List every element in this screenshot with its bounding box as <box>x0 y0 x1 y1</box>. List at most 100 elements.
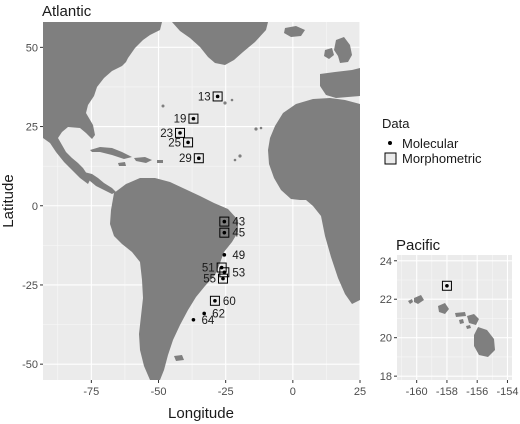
puerto-rico-land <box>157 160 163 163</box>
morphometric-marker <box>219 267 230 278</box>
y-axis-label: Latitude <box>0 174 17 227</box>
site-label: 53 <box>232 267 245 279</box>
legend-label-molecular: Molecular <box>402 136 459 151</box>
south-america-land <box>110 178 238 380</box>
azores-land <box>223 101 227 105</box>
molecular-marker <box>178 131 182 135</box>
legend-molecular-dot <box>388 141 392 145</box>
cape-verde-land <box>233 158 237 162</box>
x-tick-label: -158 <box>436 386 458 398</box>
atlantic-landmasses <box>43 22 360 380</box>
europe-land <box>320 68 360 98</box>
x-tick-label: -156 <box>466 386 488 398</box>
site-label: 43 <box>232 217 245 229</box>
legend-title: Data <box>382 116 410 131</box>
pacific-sample-markers <box>441 280 452 291</box>
oahu-land <box>438 303 449 314</box>
central-america-land <box>84 172 116 194</box>
molecular-marker <box>191 116 196 121</box>
molecular-marker <box>191 318 196 322</box>
x-tick-label: -25 <box>218 386 234 398</box>
molecular-marker <box>215 94 220 99</box>
legend: Data Molecular Morphometric <box>382 116 482 166</box>
molecular-marker <box>445 283 449 288</box>
morphometric-marker <box>209 295 220 306</box>
x-tick-label: 0 <box>290 386 296 398</box>
molecular-marker <box>222 270 227 275</box>
x-tick-label: 25 <box>354 386 366 398</box>
molecular-marker <box>222 219 227 224</box>
x-tick-label: -154 <box>496 386 518 398</box>
hispaniola-land <box>134 157 152 163</box>
greenland-land <box>172 22 268 65</box>
y-tick-label: 25 <box>26 122 38 134</box>
morphometric-marker <box>183 137 194 148</box>
big-island-land <box>474 327 495 357</box>
morphometric-marker <box>193 153 204 164</box>
molecular-marker <box>202 311 206 316</box>
site-label: 60 <box>223 296 236 308</box>
site-label: 64 <box>201 315 214 327</box>
morphometric-marker <box>219 227 230 238</box>
niihau-land <box>408 299 413 304</box>
atlantic-title: Atlantic <box>42 3 92 20</box>
x-tick-label: -160 <box>406 386 428 398</box>
lanai-land <box>459 319 464 324</box>
legend-morphometric-square <box>384 152 397 165</box>
x-tick-label: -50 <box>151 386 167 398</box>
jamaica-land <box>118 162 126 166</box>
cuba-land <box>90 147 132 159</box>
morphometric-marker <box>188 113 199 124</box>
canary-islands-land <box>254 127 258 131</box>
canary-islands-land <box>259 126 263 130</box>
x-axis-label: Longitude <box>168 405 234 422</box>
pacific-axis-ticks: -160 -158 -156 -154 24 22 20 18 <box>380 256 519 398</box>
x-tick-label: -75 <box>83 386 99 398</box>
y-tick-label: -50 <box>22 359 38 371</box>
morphometric-marker <box>212 91 223 102</box>
site-label: 25 <box>168 137 181 149</box>
north-america-land <box>43 22 162 184</box>
bermuda-land <box>161 104 165 108</box>
y-tick-label: 24 <box>380 256 392 268</box>
morphometric-marker <box>219 216 230 227</box>
site-label: 19 <box>174 114 187 126</box>
site-label: 49 <box>232 250 245 262</box>
y-tick-label: -25 <box>22 280 38 292</box>
azores-land <box>230 98 234 102</box>
legend-label-morphometric: Morphometric <box>402 151 482 166</box>
great-britain-land <box>334 37 352 63</box>
site-label: 62 <box>212 308 225 320</box>
site-label: 45 <box>232 228 245 240</box>
site-label: 13 <box>198 91 211 103</box>
y-tick-label: 18 <box>380 371 392 383</box>
molecular-marker <box>186 140 190 145</box>
site-label: 29 <box>179 153 192 165</box>
morphometric-marker <box>175 127 186 138</box>
maui-land <box>467 314 479 325</box>
y-tick-label: 50 <box>26 42 38 54</box>
molecular-marker <box>213 298 217 303</box>
site-label: 51 <box>202 263 215 275</box>
kahoolawe-land <box>466 325 471 329</box>
molokai-land <box>455 312 466 317</box>
y-tick-label: 0 <box>32 201 38 213</box>
y-tick-label: 20 <box>380 333 392 345</box>
site-label: 55 <box>203 274 216 286</box>
molecular-marker <box>197 156 201 161</box>
kauai-land <box>414 295 424 304</box>
y-tick-label: 22 <box>380 294 392 306</box>
pacific-title: Pacific <box>396 237 441 254</box>
pacific-panel-background <box>397 255 512 380</box>
molecular-marker <box>222 253 227 257</box>
africa-land <box>268 98 360 304</box>
iceland-land <box>284 26 305 37</box>
ireland-land <box>324 48 334 59</box>
morphometric-marker <box>441 280 452 291</box>
morphometric-marker <box>217 273 228 284</box>
molecular-marker <box>221 276 225 281</box>
falkland-islands-land <box>174 355 184 361</box>
atlantic-axis-ticks: -75 -50 -25 0 25 50 25 0 -25 -50 <box>22 42 366 398</box>
